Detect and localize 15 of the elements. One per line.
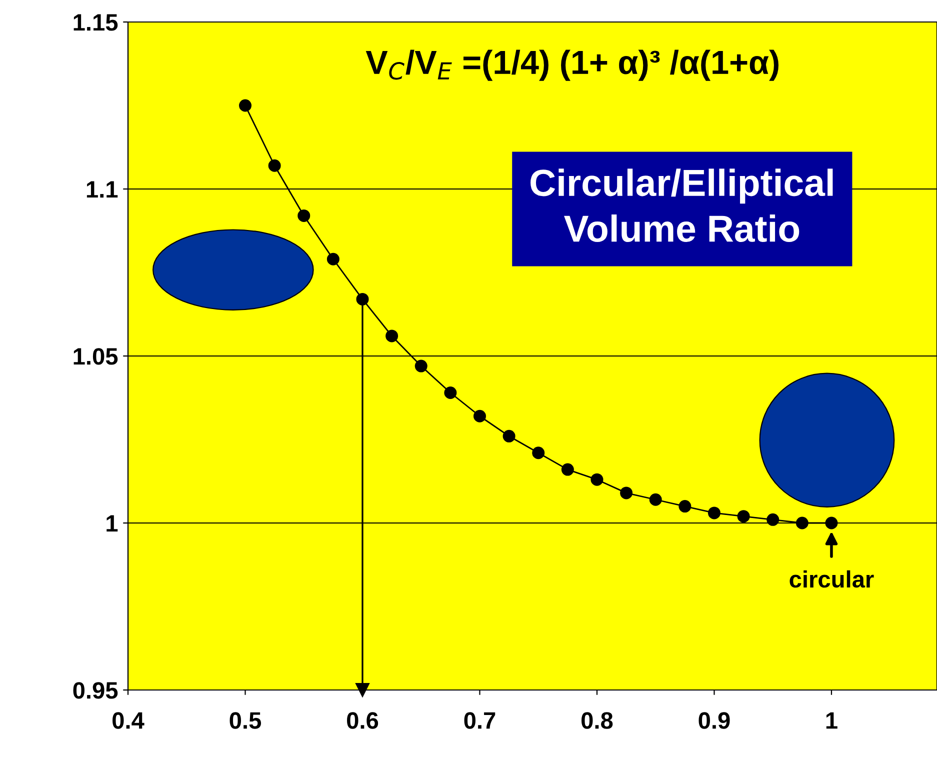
y-tick-label: 1.15: [74, 14, 118, 31]
x-tick-label: 0.6: [347, 712, 378, 729]
x-tick-label: 0.4: [112, 712, 144, 729]
x-tick-label: 0.9: [698, 712, 730, 729]
annotation: Circular/Elliptical Volume Ratio: [530, 168, 833, 242]
x-tick-label: 1: [826, 712, 838, 729]
annotation: circular: [790, 570, 874, 588]
y-tick-label: 1.1: [86, 181, 118, 198]
y-tick-label: 1: [106, 515, 118, 532]
y-tick-label: 0.95: [73, 682, 118, 699]
annotation: V$_{C}$/V$_{E}$ =(1/4) (1+ α)³ /α(1+α): [366, 50, 778, 81]
y-tick-label: 1.05: [74, 348, 118, 365]
x-tick-label: 0.7: [464, 712, 496, 729]
x-tick-label: 0.5: [230, 712, 261, 729]
x-tick-label: 0.8: [582, 712, 613, 729]
